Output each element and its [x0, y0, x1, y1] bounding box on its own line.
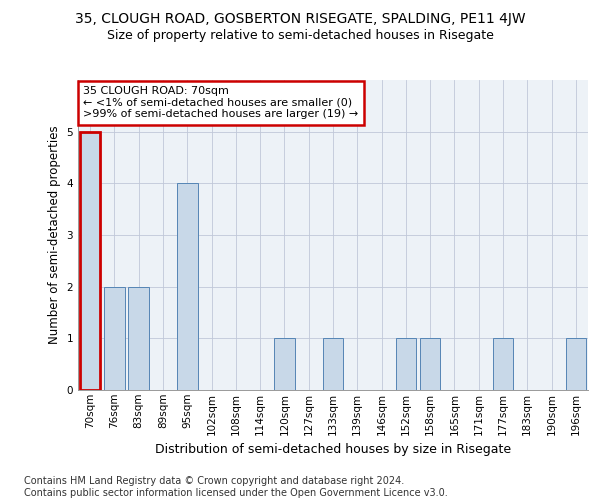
X-axis label: Distribution of semi-detached houses by size in Risegate: Distribution of semi-detached houses by …: [155, 443, 511, 456]
Text: 35 CLOUGH ROAD: 70sqm
← <1% of semi-detached houses are smaller (0)
>99% of semi: 35 CLOUGH ROAD: 70sqm ← <1% of semi-deta…: [83, 86, 358, 120]
Bar: [177, 184, 197, 390]
Text: Size of property relative to semi-detached houses in Risegate: Size of property relative to semi-detach…: [107, 29, 493, 42]
Text: 35, CLOUGH ROAD, GOSBERTON RISEGATE, SPALDING, PE11 4JW: 35, CLOUGH ROAD, GOSBERTON RISEGATE, SPA…: [74, 12, 526, 26]
Bar: [566, 338, 586, 390]
Bar: [420, 338, 440, 390]
Text: Contains HM Land Registry data © Crown copyright and database right 2024.
Contai: Contains HM Land Registry data © Crown c…: [24, 476, 448, 498]
Bar: [128, 286, 149, 390]
Bar: [80, 132, 100, 390]
Y-axis label: Number of semi-detached properties: Number of semi-detached properties: [48, 126, 61, 344]
Bar: [323, 338, 343, 390]
Bar: [395, 338, 416, 390]
Bar: [104, 286, 125, 390]
Bar: [274, 338, 295, 390]
Bar: [493, 338, 514, 390]
